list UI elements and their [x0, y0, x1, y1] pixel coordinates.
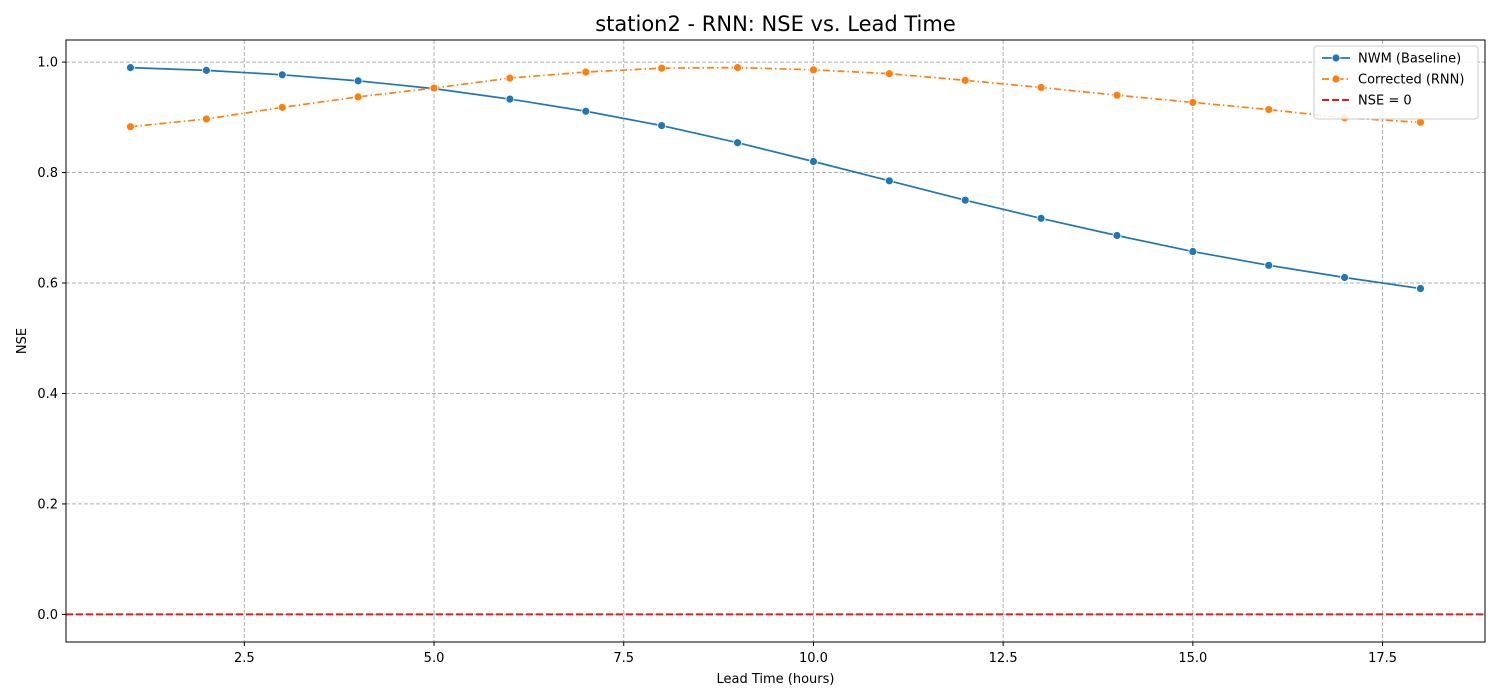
- series-line: [130, 66, 1421, 128]
- x-tick-label: 5.0: [424, 651, 445, 666]
- x-axis-label: Lead Time (hours): [716, 672, 834, 687]
- data-point: [884, 69, 894, 79]
- data-point: [1112, 90, 1122, 100]
- legend-entry: NSE = 0: [1322, 94, 1412, 109]
- y-tick-label: 1.0: [37, 56, 58, 71]
- x-tick-label: 2.5: [234, 651, 255, 666]
- data-point: [1112, 231, 1122, 240]
- legend-entry: Corrected (RNN): [1322, 73, 1464, 88]
- y-tick-label: 0.0: [37, 608, 58, 623]
- legend-label: Corrected (RNN): [1358, 73, 1464, 88]
- legend-label: NWM (Baseline): [1358, 52, 1461, 67]
- series-layer: [126, 63, 1425, 293]
- data-point: [126, 63, 135, 73]
- data-point: [581, 106, 591, 116]
- y-tick-label: 0.6: [37, 277, 58, 292]
- data-point: [1036, 213, 1046, 223]
- data-point: [353, 92, 363, 102]
- legend-box: [1313, 45, 1479, 120]
- data-point: [277, 102, 287, 112]
- x-tick-label: 17.5: [1368, 651, 1397, 666]
- data-point: [884, 176, 894, 186]
- data-point: [1416, 284, 1425, 293]
- x-tick-label: 12.5: [989, 651, 1018, 666]
- data-point: [505, 94, 515, 104]
- data-point: [1188, 247, 1198, 256]
- y-axis-ticks: 0.0 0.2 0.4 0.6 0.8 1.0: [37, 56, 66, 623]
- legend: NWM (Baseline) Corrected (RNN) NSE = 0: [1313, 45, 1479, 120]
- data-point: [1340, 273, 1350, 282]
- x-tick-label: 15.0: [1178, 651, 1207, 666]
- data-point: [1264, 105, 1274, 114]
- legend-label: NSE = 0: [1358, 94, 1412, 109]
- data-point: [201, 65, 211, 75]
- x-tick-label: 10.0: [799, 651, 828, 666]
- data-point: [733, 138, 742, 148]
- data-point: [960, 75, 970, 85]
- legend-entry: NWM (Baseline): [1322, 52, 1461, 67]
- y-axis-label: NSE: [15, 328, 30, 354]
- chart-title: station2 - RNN: NSE vs. Lead Time: [595, 12, 956, 36]
- data-point: [1264, 260, 1274, 270]
- data-point: [960, 195, 970, 205]
- y-tick-label: 0.4: [37, 387, 58, 402]
- data-point: [657, 63, 667, 73]
- data-point: [505, 73, 515, 83]
- data-point: [809, 65, 818, 75]
- data-point: [353, 76, 363, 86]
- data-point: [201, 114, 211, 124]
- data-point: [1188, 98, 1198, 107]
- data-point: [733, 63, 742, 73]
- data-point: [1036, 83, 1046, 92]
- data-point: [657, 121, 667, 131]
- data-point: [277, 70, 287, 80]
- data-point: [809, 157, 818, 166]
- series-2: [126, 63, 1425, 132]
- plot-frame: [65, 39, 1486, 643]
- series-line: [130, 66, 1421, 290]
- y-tick-label: 0.8: [37, 166, 58, 181]
- legend-marker: [1331, 74, 1341, 84]
- data-point: [429, 83, 439, 93]
- data-point: [126, 122, 135, 132]
- legend-marker: [1331, 53, 1341, 63]
- x-tick-label: 7.5: [613, 651, 634, 666]
- data-point: [581, 67, 591, 77]
- y-tick-label: 0.2: [37, 497, 58, 512]
- x-axis-ticks: 2.5 5.0 7.5 10.0 12.5 15.0 17.5: [234, 642, 1397, 666]
